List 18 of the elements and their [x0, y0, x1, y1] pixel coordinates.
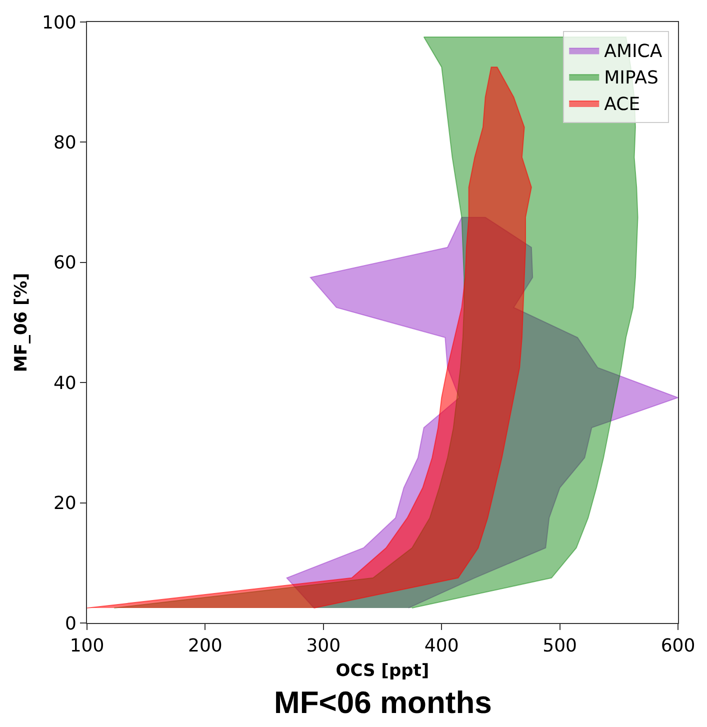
- x-tick-label: 400: [424, 636, 459, 657]
- y-tick-label: 20: [53, 493, 76, 514]
- y-tick-label: 80: [53, 132, 76, 154]
- x-tick-label: 100: [70, 636, 104, 657]
- x-tick-label: 500: [542, 636, 577, 657]
- x-tick-label: 200: [188, 636, 222, 657]
- legend-label: MIPAS: [604, 68, 658, 89]
- legend-label: AMICA: [604, 41, 663, 62]
- x-tick-label: 600: [660, 636, 696, 657]
- y-tick-label: 60: [53, 252, 76, 274]
- text: MF<06 months: [274, 685, 492, 720]
- y-tick-label: 100: [42, 12, 76, 34]
- x-axis-title: OCS [ppt]: [336, 661, 430, 681]
- x-tick-label: 300: [306, 636, 341, 657]
- y-tick-label: 0: [64, 613, 76, 634]
- legend-label: ACE: [604, 94, 640, 116]
- y-tick-label: 40: [53, 372, 76, 394]
- y-axis-title: MF_06 [%]: [12, 272, 32, 372]
